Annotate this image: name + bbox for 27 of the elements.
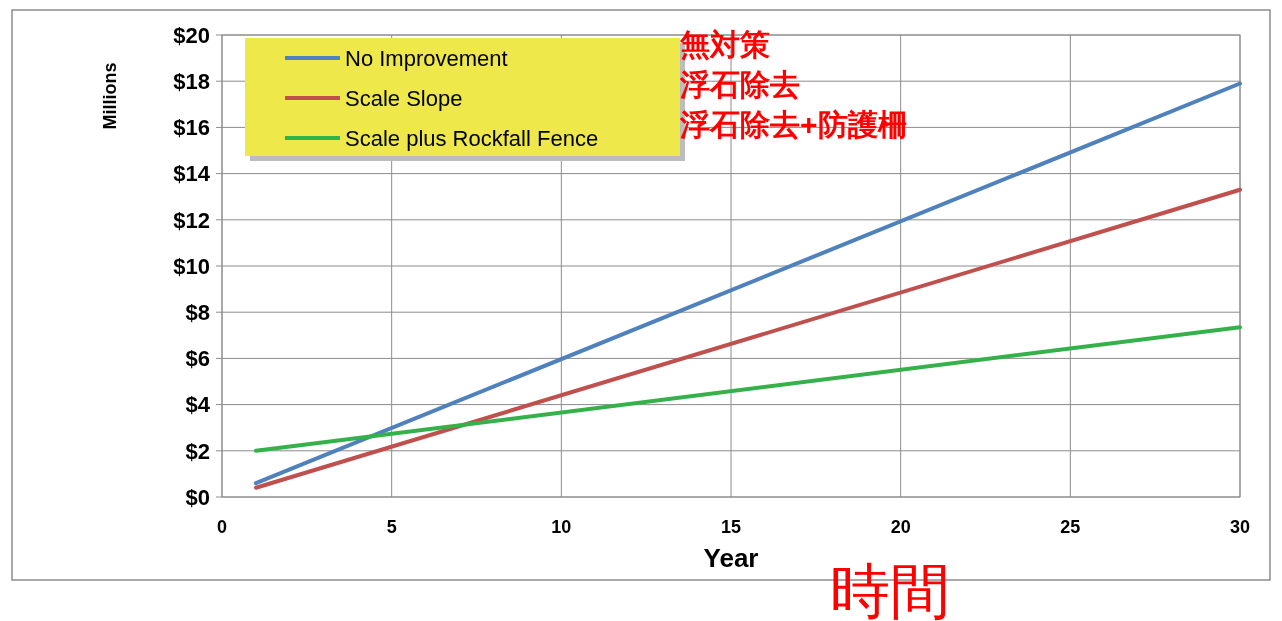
x-tick-label: 5 [386, 517, 397, 537]
annotation: 無対策 [679, 27, 770, 61]
x-tick-label: 15 [720, 517, 742, 537]
y-tick-label: $8 [185, 299, 210, 325]
y-tick-label: $20 [173, 22, 210, 48]
y-tick-label: $6 [185, 346, 210, 372]
legend-label: Scale Slope [345, 85, 463, 111]
x-tick-label: 0 [216, 517, 228, 537]
y-tick-label: $12 [173, 207, 210, 233]
y-tick-label: $16 [173, 115, 210, 141]
text: 時間 [830, 558, 950, 621]
legend-label: Scale plus Rockfall Fence [345, 125, 599, 151]
y-tick-label: $4 [185, 392, 211, 418]
y-tick-label: $0 [185, 484, 210, 510]
y-axis-title: Millions [100, 62, 120, 130]
annotation: 浮石除去 [679, 67, 800, 101]
y-tick-label: $10 [173, 253, 210, 279]
x-tick-label: 30 [1229, 517, 1251, 537]
annotation: 浮石除去+防護柵 [679, 107, 908, 141]
y-tick-label: $14 [173, 161, 211, 187]
x-axis-title: Year [703, 543, 759, 573]
x-tick-label: 10 [551, 517, 572, 537]
x-tick-label: 20 [890, 517, 911, 537]
y-tick-label: $2 [185, 438, 210, 464]
x-tick-label: 25 [1060, 517, 1081, 537]
legend-label: No Improvement [345, 45, 508, 71]
y-tick-label: $18 [173, 68, 210, 94]
